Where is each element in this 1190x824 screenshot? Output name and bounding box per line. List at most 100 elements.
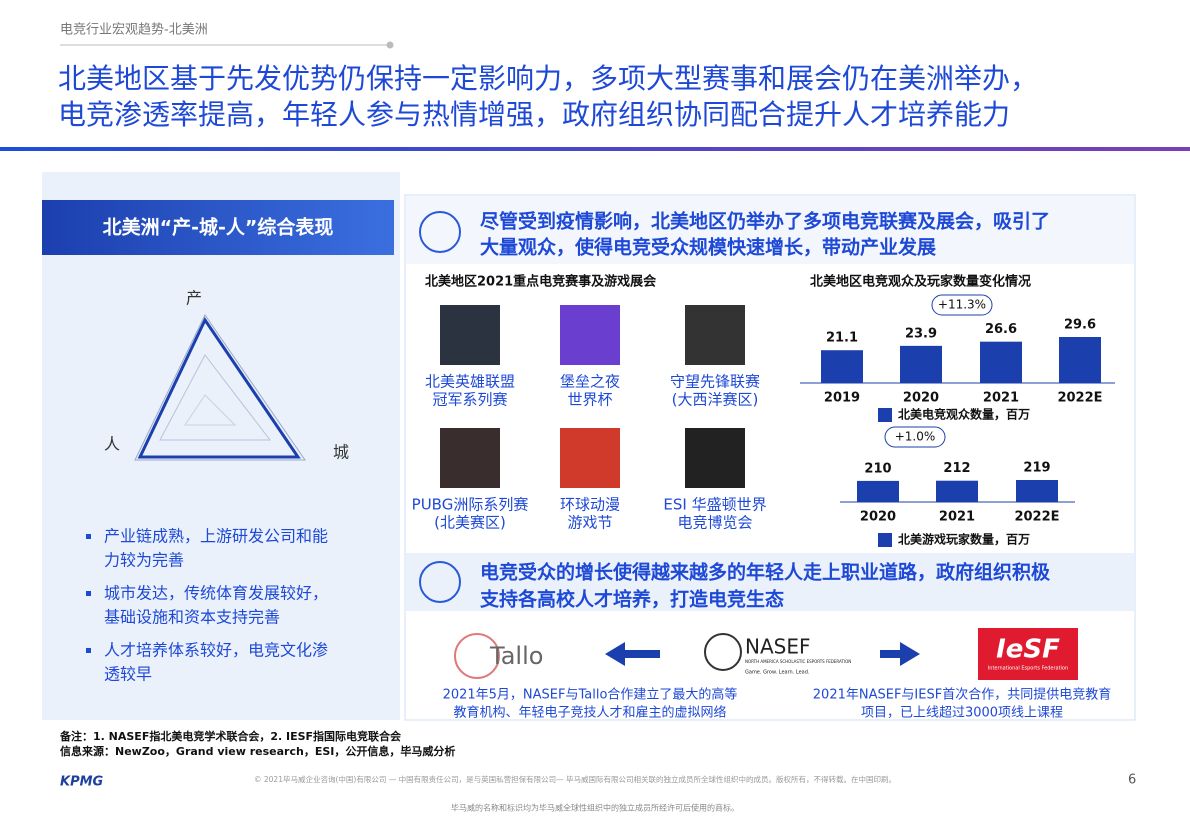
event-logo xyxy=(560,428,620,488)
event-logo xyxy=(560,305,620,365)
bar xyxy=(821,350,863,383)
left-title-box xyxy=(42,200,394,255)
logo-iesf-box xyxy=(978,628,1078,680)
legend-swatch xyxy=(878,408,892,422)
event-name: (大西洋赛区) xyxy=(672,391,759,409)
bullet-text: 基础设施和资本支持完善 xyxy=(104,608,280,627)
growth-label: +11.3% xyxy=(938,298,986,312)
logo-iesf-sub: International Esports Federation xyxy=(988,666,1068,672)
partner-note: 项目，已上线超过3000项线上课程 xyxy=(861,706,1063,721)
event-name: 电竞博览会 xyxy=(677,514,752,532)
event-name: 堡垒之夜 xyxy=(560,373,620,391)
event-logo xyxy=(440,305,500,365)
bullet-text: 城市发达，传统体育发展较好， xyxy=(104,584,328,603)
radar-label: 城 xyxy=(333,443,349,462)
growth-pill xyxy=(884,426,946,448)
bar xyxy=(1059,337,1101,383)
source: 信息来源：NewZoo，Grand view research，ESI，公开信息… xyxy=(60,744,455,758)
x-tick-label: 2020 xyxy=(903,391,939,406)
brand: KPMG xyxy=(60,775,104,790)
event-name: 守望先锋联赛 xyxy=(670,373,760,391)
event-name: (北美赛区) xyxy=(434,514,506,532)
title: 电竞渗透率提高，年轻人参与热情增强，政府组织协同配合提升人才培养能力 xyxy=(58,98,1010,131)
bullet-text: 人才培养体系较好，电竞文化渗 xyxy=(104,641,328,660)
event-name: 游戏节 xyxy=(567,514,612,532)
value-label: 212 xyxy=(943,461,970,476)
radar-mid xyxy=(159,354,272,441)
arrow-left xyxy=(605,642,660,666)
chart-title: 北美地区电竞观众及玩家数量变化情况 xyxy=(810,274,1031,290)
legend-swatch xyxy=(878,533,892,547)
heading-band xyxy=(406,196,1134,264)
logo-nasef-motto: Game. Grow. Learn. Lead. xyxy=(745,670,810,676)
growth-label: +1.0% xyxy=(895,430,936,444)
gradient-bar xyxy=(0,147,1190,151)
bullet-text: 透较早 xyxy=(104,665,152,684)
heading: 电竞受众的增长使得越来越多的年轻人走上职业道路，政府组织积极 xyxy=(480,561,1051,584)
value-label: 23.9 xyxy=(905,326,937,341)
event-logo xyxy=(685,305,745,365)
breadcrumb: 电竞行业宏观趋势-北美洲 xyxy=(60,22,208,38)
remark: 备注：1. NASEF指北美电竞学术联合会，2. IESF指国际电竞联合会 xyxy=(59,729,402,743)
icon xyxy=(419,211,461,253)
title: 北美地区基于先发优势仍保持一定影响力，多项大型赛事和展会仍在美洲举办， xyxy=(58,62,1038,95)
logo-iesf: IeSF xyxy=(996,635,1060,665)
event-logo xyxy=(440,428,500,488)
left-panel xyxy=(42,172,400,720)
value-label: 219 xyxy=(1023,461,1050,476)
value-label: 29.6 xyxy=(1064,318,1096,333)
event-name: ESI 华盛顿世界 xyxy=(663,496,766,514)
event-name: 冠军系列赛 xyxy=(432,391,507,409)
x-tick-label: 2021 xyxy=(939,510,975,525)
x-tick-label: 2021 xyxy=(983,391,1019,406)
partner-note: 2021年5月，NASEF与Tallo合作建立了最大的高等 xyxy=(443,687,738,703)
bullet-dot xyxy=(86,591,91,596)
radar-label: 人 xyxy=(104,435,120,454)
event-logo xyxy=(685,428,745,488)
x-tick-label: 2019 xyxy=(824,391,860,406)
bar xyxy=(900,345,942,383)
value-label: 21.1 xyxy=(826,331,858,346)
logo-nasef-mark xyxy=(704,633,742,671)
left-title: 北美洲“产-城-人”综合表现 xyxy=(103,216,334,239)
heading: 大量观众，使得电竞受众规模快速增长，带动产业发展 xyxy=(480,236,936,259)
legend-label: 北美游戏玩家数量，百万 xyxy=(898,532,1030,547)
arrow-right xyxy=(880,642,920,666)
bar xyxy=(936,480,978,502)
icon xyxy=(419,561,461,603)
heading: 支持各高校人才培养，打造电竞生态 xyxy=(479,588,784,611)
trademark: 毕马威的名称和标识均为毕马威全球性组织中的独立成员所经许可后使用的商标。 xyxy=(451,803,739,813)
events-title: 北美地区2021重点电竞赛事及游戏展会 xyxy=(425,274,657,290)
radar-value xyxy=(137,316,301,459)
growth-pill xyxy=(931,294,993,316)
radar-outer xyxy=(134,314,306,461)
event-name: 世界杯 xyxy=(567,391,612,409)
logo-nasef-sub: NORTH AMERICA SCHOLASTIC ESPORTS FEDERAT… xyxy=(745,659,851,664)
page-number: 6 xyxy=(1128,773,1136,788)
partner-note: 2021年NASEF与IESF首次合作，共同提供电竞教育 xyxy=(813,687,1111,703)
x-tick-label: 2022E xyxy=(1057,391,1102,406)
bullet-dot xyxy=(86,534,91,539)
legend-label: 北美电竞观众数量，百万 xyxy=(898,407,1030,422)
event-name: PUBG洲际系列赛 xyxy=(412,496,529,514)
bullet-text: 产业链成熟，上游研发公司和能 xyxy=(104,527,328,546)
rule-dot xyxy=(386,41,394,49)
bar xyxy=(857,480,899,502)
event-name: 北美英雄联盟 xyxy=(425,373,515,391)
logo-nasef: NASEF xyxy=(745,635,810,659)
heading: 尽管受到疫情影响，北美地区仍举办了多项电竞联赛及展会，吸引了 xyxy=(480,210,1050,233)
bullet-dot xyxy=(86,648,91,653)
logo-tallo: Tallo xyxy=(489,642,543,670)
logo-tallo-mark xyxy=(454,633,500,679)
event-name: 环球动漫 xyxy=(560,496,620,514)
bar xyxy=(1016,480,1058,502)
bar xyxy=(980,341,1022,383)
copyright: © 2021毕马威企业咨询(中国)有限公司 — 中国有限责任公司，是与英国私营担… xyxy=(254,774,896,784)
x-tick-label: 2022E xyxy=(1014,510,1059,525)
value-label: 26.6 xyxy=(985,322,1017,337)
radar-label: 产 xyxy=(186,289,202,308)
bullet-text: 力较为完善 xyxy=(104,551,184,570)
